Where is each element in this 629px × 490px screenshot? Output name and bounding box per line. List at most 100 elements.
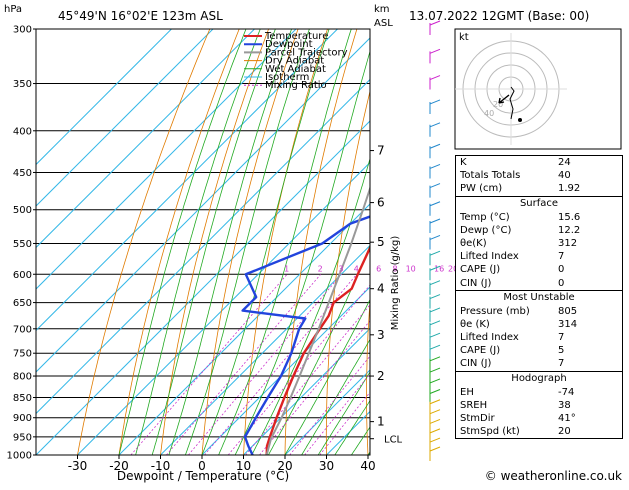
- pressure-tick-label: 900: [13, 413, 32, 424]
- location-title: 45°49'N 16°02'E 123m ASL: [58, 9, 223, 23]
- most-unstable-label: Pressure (mb): [460, 305, 530, 318]
- km-unit: km: [374, 4, 390, 15]
- wind-barb-flag: [430, 410, 440, 414]
- hodograph-unit: kt: [459, 32, 469, 43]
- surface-label: Temp (°C): [460, 211, 510, 224]
- hodograph-stat-value: -74: [558, 386, 618, 399]
- mixing-ratio-line: [246, 274, 396, 455]
- isotherm-line: [0, 29, 255, 455]
- surface-label: CAPE (J): [460, 263, 500, 276]
- surface-row: θe(K) 312: [456, 237, 622, 250]
- wind-barb-flag: [430, 321, 440, 325]
- temperature-tick-label: -30: [68, 459, 88, 473]
- hodograph-storm-motion: [518, 118, 522, 122]
- pressure-tick-label: 950: [13, 432, 32, 443]
- surface-row: Dewp (°C)12.2: [456, 224, 622, 237]
- most-unstable-label: CAPE (J): [460, 344, 500, 357]
- wind-barb-flag: [430, 76, 440, 80]
- surface-value: 312: [558, 237, 618, 250]
- wet-adiabat: [136, 29, 261, 455]
- hodograph-stat-label: StmDir: [460, 412, 495, 425]
- dry-adiabat: [406, 29, 446, 455]
- wind-barb-flag: [430, 379, 440, 383]
- index-label: PW (cm): [460, 182, 502, 195]
- hodograph-stat-value: 41°: [558, 412, 618, 425]
- wind-barb-flag: [430, 251, 440, 255]
- hodograph-stat-value: 20: [558, 425, 618, 438]
- pressure-tick-label: 600: [13, 270, 32, 281]
- wind-barb-flag: [430, 184, 440, 188]
- most-unstable-label: Lifted Index: [460, 331, 519, 344]
- pressure-tick-label: 500: [13, 205, 32, 216]
- wind-barb-flag: [430, 400, 440, 404]
- pressure-tick-label: 400: [13, 126, 32, 137]
- pressure-tick-label: 300: [13, 25, 32, 36]
- dry-adiabat: [202, 29, 298, 455]
- hodograph-ring-label: 40: [484, 109, 494, 118]
- surface-value: 0: [558, 263, 618, 276]
- wind-barb-flag: [430, 295, 440, 299]
- most-unstable-value: 5: [558, 344, 618, 357]
- most-unstable-value: 805: [558, 305, 618, 318]
- x-axis-label: Dewpoint / Temperature (°C): [117, 469, 289, 483]
- pressure-tick-label: 800: [13, 372, 32, 383]
- most-unstable-label: θe (K): [460, 318, 490, 331]
- pressure-tick-label: 550: [13, 239, 32, 250]
- mixing-ratio-label: 16: [434, 264, 444, 273]
- pressure-tick-label: 650: [13, 298, 32, 309]
- surface-row: Temp (°C)15.6: [456, 211, 622, 224]
- surface-row: CIN (J)0: [456, 277, 622, 290]
- most-unstable-title: Most Unstable: [456, 290, 622, 305]
- wind-barb-flag: [430, 438, 440, 442]
- pressure-tick-label: 700: [13, 324, 32, 335]
- hodograph-stat-row: StmSpd (kt)20: [456, 425, 622, 438]
- wind-barb-flag: [430, 235, 440, 239]
- wind-barb-flag: [430, 100, 440, 104]
- temperature-tick-label: 30: [319, 459, 334, 473]
- index-label: K: [460, 156, 467, 169]
- most-unstable-value: 7: [558, 331, 618, 344]
- most-unstable-row: Pressure (mb) 805: [456, 305, 622, 318]
- wind-barb-flag: [430, 389, 440, 393]
- mixing-ratio-label: 10: [406, 264, 416, 273]
- index-value: 24: [558, 156, 618, 169]
- surface-title: Surface: [456, 196, 622, 211]
- wind-barb-flag: [430, 345, 440, 349]
- wind-barb-flag: [430, 123, 440, 127]
- pressure-tick-label: 750: [13, 349, 32, 360]
- mixing-ratio-label: 6: [376, 264, 381, 273]
- surface-label: θe(K): [460, 237, 487, 250]
- hodograph-stat-label: EH: [460, 386, 474, 399]
- pressure-tick-label: 1000: [7, 451, 32, 462]
- most-unstable-row: θe (K) 314: [456, 318, 622, 331]
- most-unstable-row: CIN (J)7: [456, 357, 622, 370]
- most-unstable-row: Lifted Index 7: [456, 331, 622, 344]
- wind-barb-flag: [430, 281, 440, 285]
- wind-barb-flag: [430, 202, 440, 206]
- most-unstable-row: CAPE (J) 5: [456, 344, 622, 357]
- hodograph-stat-value: 38: [558, 399, 618, 412]
- surface-label: CIN (J): [460, 277, 491, 290]
- index-value: 40: [558, 169, 618, 182]
- lcl-label: LCL: [384, 435, 403, 446]
- km-tick-label: 2: [377, 369, 385, 383]
- surface-label: Dewp (°C): [460, 224, 511, 237]
- km-tick-label: 5: [377, 235, 385, 249]
- isotherm-line: [0, 29, 421, 455]
- index-row: K 24: [456, 156, 622, 169]
- surface-row: CAPE (J) 0: [456, 263, 622, 276]
- plot-frame: [36, 29, 370, 455]
- most-unstable-value: 314: [558, 318, 618, 331]
- wind-barb-flag: [430, 308, 440, 312]
- isotherm-line: [78, 29, 504, 455]
- wind-barb-flag: [430, 419, 440, 423]
- pressure-unit: hPa: [4, 4, 22, 15]
